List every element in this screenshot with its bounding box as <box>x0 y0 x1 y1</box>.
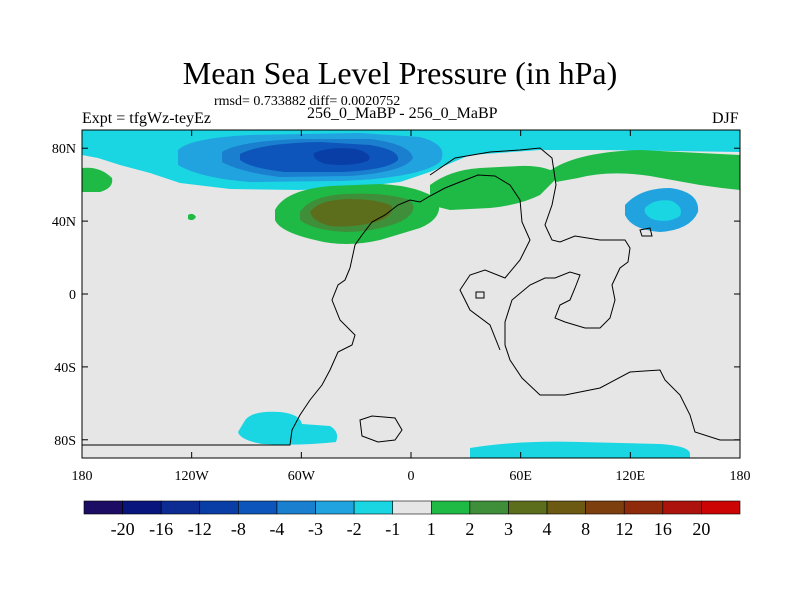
americas-outline <box>349 174 531 351</box>
colorbar-swatch-1 <box>122 500 162 515</box>
colorbar-swatch-13 <box>585 500 625 515</box>
colorbar-label-7: -1 <box>385 519 400 539</box>
stats-label: rmsd= 0.733882 diff= 0.0020752 <box>214 94 401 109</box>
colorbar-label-8: 1 <box>427 519 436 539</box>
comparison-label: 256_0_MaBP - 256_0_MaBP <box>307 105 498 122</box>
colorbar-label-4: -4 <box>269 519 284 539</box>
antarctic-low-band <box>470 441 690 458</box>
colorbar: -20 -16 -12 -8 -4 -3 -2 -1 1 2 3 4 8 12 16 20 <box>83 500 741 539</box>
colorbar-swatch-11 <box>508 500 548 515</box>
pacific-edge-high <box>82 167 113 192</box>
x-tick-label-2: 60W <box>288 469 316 484</box>
colorbar-swatch-8 <box>392 500 432 515</box>
colorbar-swatch-2 <box>160 500 201 515</box>
plot-background <box>82 130 740 458</box>
colorbar-swatch-5 <box>276 500 316 515</box>
pacific-low-core <box>644 200 681 221</box>
arctic-low-center <box>313 148 370 165</box>
experiment-label: Expt = tfgWz-teyEz <box>82 110 211 127</box>
y-tick-label-1: 40N <box>52 215 76 230</box>
colorbar-label-11: 4 <box>543 519 552 539</box>
colorbar-label-0: -20 <box>111 519 135 539</box>
colorbar-label-10: 3 <box>504 519 513 539</box>
y-tick-label-3: 40S <box>54 361 76 376</box>
island-outline-1 <box>359 415 403 443</box>
chart-title: Mean Sea Level Pressure (in hPa) <box>182 55 618 91</box>
season-label: DJF <box>712 110 739 127</box>
colorbar-label-13: 12 <box>615 519 633 539</box>
x-tick-label-5: 120E <box>616 469 646 484</box>
x-tick-label-0: 180 <box>72 469 93 484</box>
colorbar-swatch-0 <box>83 500 123 515</box>
colorbar-label-9: 2 <box>465 519 474 539</box>
colorbar-label-2: -12 <box>188 519 212 539</box>
colorbar-swatch-6 <box>315 500 355 515</box>
colorbar-label-15: 20 <box>692 519 710 539</box>
colorbar-swatch-3 <box>199 500 239 515</box>
atlantic-high-core <box>310 199 393 227</box>
colorbar-label-12: 8 <box>581 519 590 539</box>
south-atlantic-low <box>238 411 338 445</box>
x-tick-label-1: 120W <box>175 469 210 484</box>
y-tick-label-0: 80N <box>52 142 76 157</box>
small-green-blob <box>188 213 196 221</box>
colorbar-swatch-7 <box>353 500 394 515</box>
eurasian-high-band <box>430 165 560 210</box>
x-tick-label-4: 60E <box>509 469 532 484</box>
siberian-high-band <box>548 150 740 190</box>
y-tick-label-2: 0 <box>69 288 76 303</box>
colorbar-swatch-15 <box>662 500 702 515</box>
x-tick-label-6: 180 <box>730 469 751 484</box>
island-outline-3 <box>639 227 653 237</box>
colorbar-label-5: -3 <box>308 519 323 539</box>
island-outline-2 <box>475 291 485 299</box>
colorbar-label-3: -8 <box>231 519 246 539</box>
coastlines <box>82 147 740 446</box>
colorbar-swatch-10 <box>469 500 509 515</box>
y-tick-label-4: 80S <box>54 434 76 449</box>
colorbar-swatch-14 <box>623 500 664 515</box>
colorbar-swatch-4 <box>238 500 278 515</box>
colorbar-swatch-12 <box>546 500 586 515</box>
americas-west-outline <box>82 267 356 446</box>
colorbar-label-6: -2 <box>347 519 362 539</box>
africa-europe-outline <box>429 147 740 441</box>
x-tick-label-3: 0 <box>408 469 415 484</box>
colorbar-label-1: -16 <box>149 519 173 539</box>
contour-fields <box>82 130 740 458</box>
colorbar-swatch-16 <box>701 500 741 515</box>
axes: 180 120W 60W 0 60E 120E 180 80N 40N 0 40S 80S <box>52 130 751 484</box>
colorbar-swatch-9 <box>430 500 471 515</box>
colorbar-label-14: 16 <box>654 519 672 539</box>
